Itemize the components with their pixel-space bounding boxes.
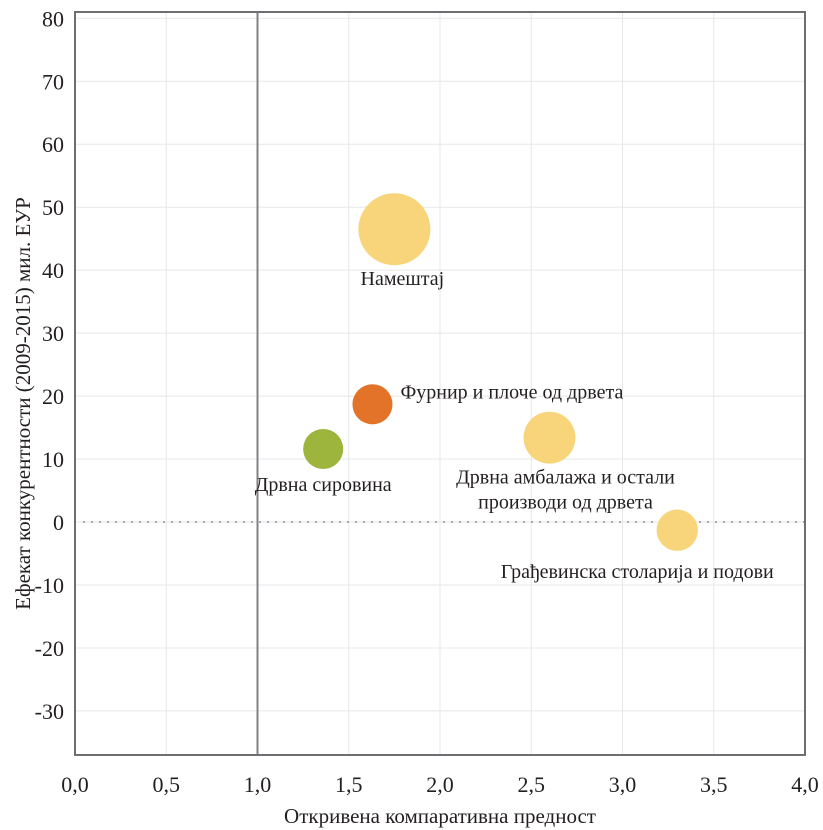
x-axis-ticks: 0,0 0,5 1,0 1,5 2,0 2,5 3,0 3,5 4,0 [61, 772, 819, 797]
y-tick-label: -20 [35, 636, 64, 661]
y-tick-label: 0 [53, 510, 64, 535]
bubble-1 [352, 384, 393, 425]
y-tick-label: 50 [42, 195, 64, 220]
y-tick-label: 30 [42, 321, 64, 346]
x-tick-label: 1,5 [335, 772, 363, 797]
bubble-label: Фурнир и плоче од дрвета [400, 381, 623, 403]
y-tick-label: 60 [42, 132, 64, 157]
y-tick-label: 20 [42, 384, 64, 409]
bubbles [303, 193, 698, 551]
x-tick-label: 0,0 [61, 772, 89, 797]
y-tick-label: 10 [42, 447, 64, 472]
x-tick-label: 0,5 [153, 772, 181, 797]
grid [74, 12, 806, 755]
x-tick-label: 2,5 [518, 772, 546, 797]
plot-frame [74, 11, 806, 756]
bubble-3 [523, 411, 576, 464]
bubble-label: Дрвна амбалажа и остали производи од дрве… [456, 467, 675, 514]
x-tick-label: 1,0 [244, 772, 272, 797]
y-tick-label: 70 [42, 69, 64, 94]
y-tick-label: -10 [35, 573, 64, 598]
x-tick-label: 3,5 [700, 772, 728, 797]
y-tick-label: 40 [42, 258, 64, 283]
bubble-label: Дрвна сировина [255, 474, 392, 496]
x-tick-label: 3,0 [609, 772, 637, 797]
y-axis-label: Ефекат конкурентности (2009-2015) мил. Е… [11, 197, 35, 610]
bubble-0 [358, 193, 431, 266]
bubble-labels: Намештај Фурнир и плоче од дрвета Дрвна си… [255, 268, 774, 583]
bubble-label: Грађевинска столарија и подови [501, 561, 774, 583]
x-tick-label: 4,0 [791, 772, 819, 797]
bubble-2 [303, 428, 344, 470]
y-tick-label: -30 [35, 699, 64, 724]
y-axis-ticks: 80 70 60 50 40 30 20 10 0 -10 -20 -30 [35, 6, 64, 724]
x-axis-label: Откривена компаративна предност [284, 804, 596, 828]
bubble-4 [656, 509, 698, 551]
bubble-label: Намештај [361, 268, 445, 290]
x-tick-label: 2,0 [426, 772, 454, 797]
y-tick-label: 80 [42, 6, 64, 31]
